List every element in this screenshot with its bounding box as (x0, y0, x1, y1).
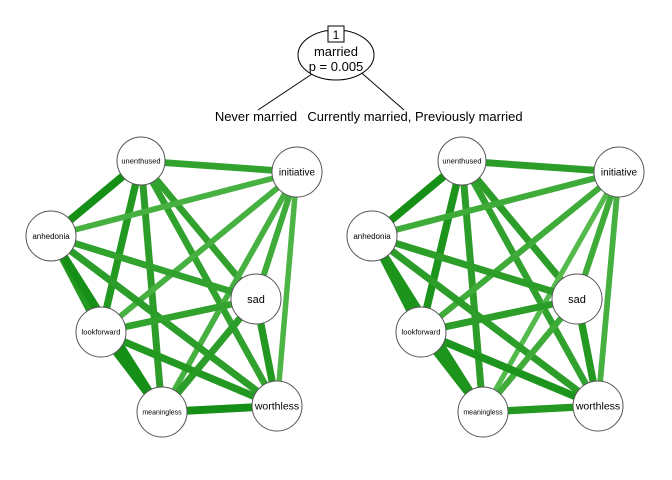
tree-split-variable: married (314, 44, 358, 59)
edge-initiative-anhedonia (371, 169, 620, 239)
node-worthless (572, 380, 624, 432)
node-initiative (271, 146, 323, 198)
edge-anhedonia-sad (370, 232, 579, 303)
tree-header: 1 married p = 0.005 Never married Curren… (215, 25, 523, 124)
edge-initiative-anhedonia (50, 169, 298, 239)
node-lookforward (75, 306, 127, 358)
edge-unenthused-lookforward (97, 160, 145, 333)
node-label-unenthused: unenthused (442, 157, 481, 166)
edge-sad-lookforward (100, 295, 257, 336)
node-label-worthless: worthless (575, 401, 620, 413)
node-label-lookforward: lookforward (82, 328, 121, 337)
edge-anhedonia-sad (50, 232, 257, 303)
edge-lookforward-worthless (419, 328, 600, 410)
network-panel-left: unenthused initiative anhedonia sad lookforw… (25, 136, 323, 438)
tree-node-id-box (327, 25, 345, 43)
node-label-unenthused: unenthused (121, 157, 160, 166)
network-panel-right: unenthused initiative anhedonia sad lookforw… (346, 136, 645, 438)
node-label-meaningless: meaningless (463, 409, 503, 416)
edge-group (47, 157, 300, 416)
edge-initiative-worthless (595, 171, 622, 407)
node-label-lookforward: lookforward (402, 328, 441, 337)
tree-branch-label-left: Never married (215, 109, 297, 124)
node-sad (230, 273, 282, 325)
tree-branch-label-right: Currently married, Previously married (307, 109, 522, 124)
node-group: unenthused initiative anhedonia sad lookforw… (346, 136, 645, 438)
node-label-anhedonia: anhedonia (32, 232, 70, 241)
node-label-initiative: initiative (601, 168, 638, 179)
node-label-sad: sad (568, 294, 586, 306)
node-initiative (593, 146, 645, 198)
edge-initiative-lookforward (99, 169, 299, 335)
tree-branch-line-right (355, 67, 405, 111)
edge-unenthused-lookforward (417, 160, 466, 333)
tree-node-id: 1 (333, 28, 340, 42)
node-sad (551, 273, 603, 325)
node-meaningless (457, 386, 509, 438)
edge-unenthused-meaningless (137, 160, 166, 413)
edge-initiative-lookforward (419, 169, 621, 335)
node-label-anhedonia: anhedonia (353, 232, 391, 241)
tree-p-value: p = 0.005 (309, 59, 364, 74)
node-label-worthless: worthless (254, 401, 299, 413)
node-label-initiative: initiative (279, 168, 316, 179)
edge-initiative-worthless (274, 171, 300, 407)
node-anhedonia (346, 210, 398, 262)
node-unenthused (116, 136, 166, 186)
node-worthless (251, 380, 303, 432)
node-group: unenthused initiative anhedonia sad lookforw… (25, 136, 323, 438)
node-lookforward (395, 306, 447, 358)
node-meaningless (136, 386, 188, 438)
node-label-meaningless: meaningless (142, 409, 182, 416)
tree-branch-line-left (257, 67, 322, 111)
node-unenthused (437, 136, 487, 186)
edge-unenthused-initiative (140, 157, 298, 176)
edge-lookforward-worthless (99, 328, 279, 410)
edge-sad-lookforward (420, 295, 578, 336)
edge-unenthused-initiative (461, 157, 620, 176)
node-label-sad: sad (247, 294, 265, 306)
node-anhedonia (25, 210, 77, 262)
